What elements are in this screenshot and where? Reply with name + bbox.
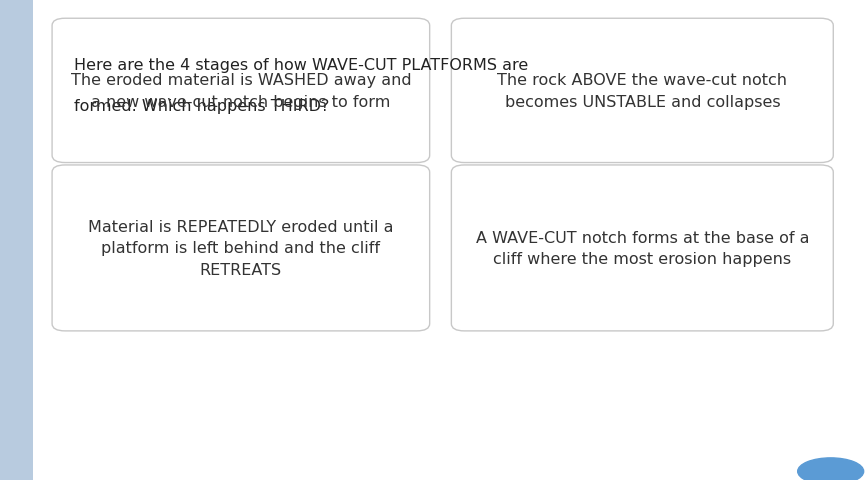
Ellipse shape bbox=[798, 458, 864, 480]
FancyBboxPatch shape bbox=[52, 166, 430, 331]
FancyBboxPatch shape bbox=[33, 0, 868, 480]
Text: The eroded material is WASHED away and
a new wave-cut notch begins to form: The eroded material is WASHED away and a… bbox=[70, 73, 411, 109]
FancyBboxPatch shape bbox=[451, 166, 833, 331]
Text: Material is REPEATEDLY eroded until a
platform is left behind and the cliff
RETR: Material is REPEATEDLY eroded until a pl… bbox=[89, 219, 393, 277]
FancyBboxPatch shape bbox=[52, 19, 430, 163]
Text: A WAVE-CUT notch forms at the base of a
cliff where the most erosion happens: A WAVE-CUT notch forms at the base of a … bbox=[476, 230, 809, 267]
Text: Here are the 4 stages of how WAVE-CUT PLATFORMS are: Here are the 4 stages of how WAVE-CUT PL… bbox=[74, 58, 528, 72]
Text: The rock ABOVE the wave-cut notch
becomes UNSTABLE and collapses: The rock ABOVE the wave-cut notch become… bbox=[497, 73, 787, 109]
FancyBboxPatch shape bbox=[0, 0, 33, 480]
FancyBboxPatch shape bbox=[451, 19, 833, 163]
Text: formed. Which happens THIRD?: formed. Which happens THIRD? bbox=[74, 98, 329, 113]
